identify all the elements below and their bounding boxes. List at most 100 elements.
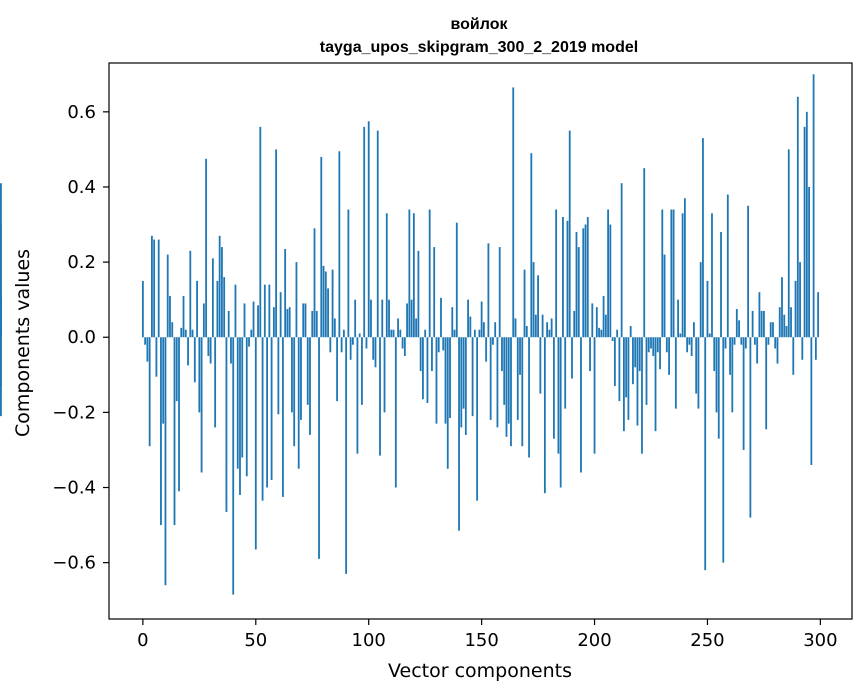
bar [415, 318, 418, 338]
bar [182, 295, 185, 338]
chart-subtitle: tayga_upos_skipgram_300_2_2019 model [320, 39, 638, 56]
bar [801, 337, 804, 360]
bar [345, 337, 348, 574]
bar [338, 151, 341, 338]
bar [654, 337, 657, 432]
bar [530, 153, 533, 338]
bar [580, 337, 582, 473]
bar [767, 337, 770, 345]
bar [216, 280, 219, 338]
bar [162, 337, 165, 424]
bar [593, 337, 596, 454]
bar [261, 337, 264, 501]
bar [726, 194, 729, 338]
bar [722, 337, 725, 563]
bar [697, 337, 700, 409]
bar [523, 269, 526, 338]
bar [805, 111, 808, 338]
bar [453, 329, 456, 338]
bar [785, 325, 788, 338]
bar [202, 303, 205, 338]
bar [0, 299, 2, 338]
bar [632, 337, 634, 385]
bar [503, 337, 506, 405]
bar [665, 337, 668, 353]
bar [166, 254, 169, 338]
bar [471, 337, 474, 417]
bar [670, 209, 673, 338]
bar [440, 297, 442, 338]
bar [320, 156, 323, 338]
bar [600, 329, 603, 338]
bar [401, 337, 404, 349]
bar [650, 337, 652, 349]
bar [189, 250, 192, 338]
bar [155, 337, 158, 377]
bar [473, 329, 476, 338]
bar [765, 337, 768, 430]
bar [783, 314, 786, 338]
bar [187, 337, 189, 366]
bar [426, 337, 429, 403]
bar [720, 232, 722, 338]
bar [591, 303, 594, 338]
bar [392, 329, 395, 338]
bar [336, 337, 338, 402]
bar [236, 337, 239, 469]
bar [539, 337, 542, 394]
bar [758, 292, 761, 338]
bar [525, 325, 528, 338]
x-tick-label: 100 [352, 630, 386, 651]
bar [327, 288, 329, 338]
bar [738, 320, 740, 338]
bar [205, 158, 208, 338]
bar [598, 327, 600, 338]
bar [790, 307, 792, 338]
bar [627, 337, 630, 420]
bar [171, 322, 174, 338]
bar [623, 337, 625, 432]
bar [324, 271, 327, 338]
bar [566, 220, 569, 338]
bar [164, 337, 167, 586]
bar [403, 337, 406, 357]
bar [354, 299, 357, 338]
bar [410, 299, 413, 338]
bar [424, 329, 427, 338]
bar [160, 337, 162, 526]
bar [686, 337, 689, 353]
bar [715, 337, 718, 413]
y-tick-label: −0.4 [52, 478, 96, 499]
bar [397, 318, 399, 338]
bar [756, 337, 759, 364]
bar [318, 337, 320, 559]
y-tick-label: −0.6 [52, 553, 96, 574]
bar [367, 121, 370, 338]
bar [548, 329, 551, 338]
bar [672, 209, 675, 338]
bar [763, 310, 765, 338]
bar [808, 186, 810, 338]
bar [227, 310, 230, 338]
bar [148, 337, 151, 447]
y-axis-label: Components values [12, 249, 34, 437]
bar [796, 96, 799, 338]
x-axis-ticks: 0 50 100 150 200 250 300 [137, 619, 838, 651]
bar [184, 329, 187, 338]
bar [272, 307, 275, 338]
bar [478, 329, 481, 338]
bar [245, 337, 248, 477]
bar [141, 280, 144, 338]
plot-area-frame [108, 62, 853, 620]
bar [713, 337, 716, 372]
bar [252, 301, 255, 338]
bar [724, 337, 727, 349]
bar [279, 292, 282, 338]
bar [223, 277, 226, 338]
bar [543, 337, 546, 494]
bar [295, 262, 298, 338]
bar [419, 337, 422, 372]
x-tick-label: 50 [244, 630, 267, 651]
bar [144, 337, 147, 345]
bar [492, 337, 494, 345]
